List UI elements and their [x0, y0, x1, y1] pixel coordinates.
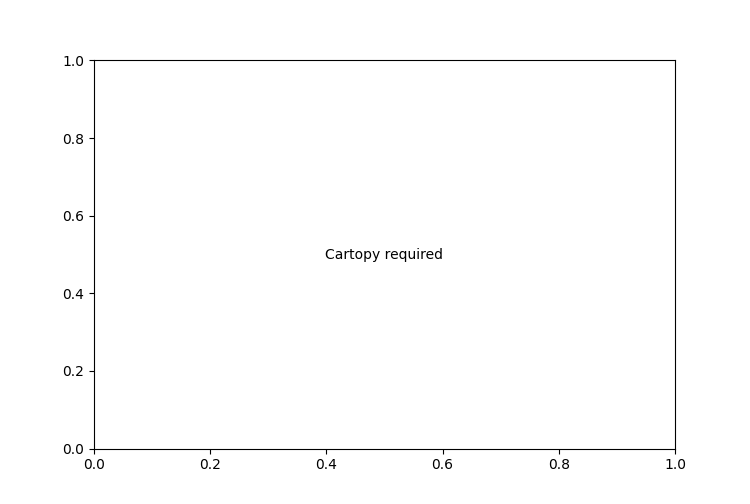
Text: Cartopy required: Cartopy required — [326, 247, 443, 262]
